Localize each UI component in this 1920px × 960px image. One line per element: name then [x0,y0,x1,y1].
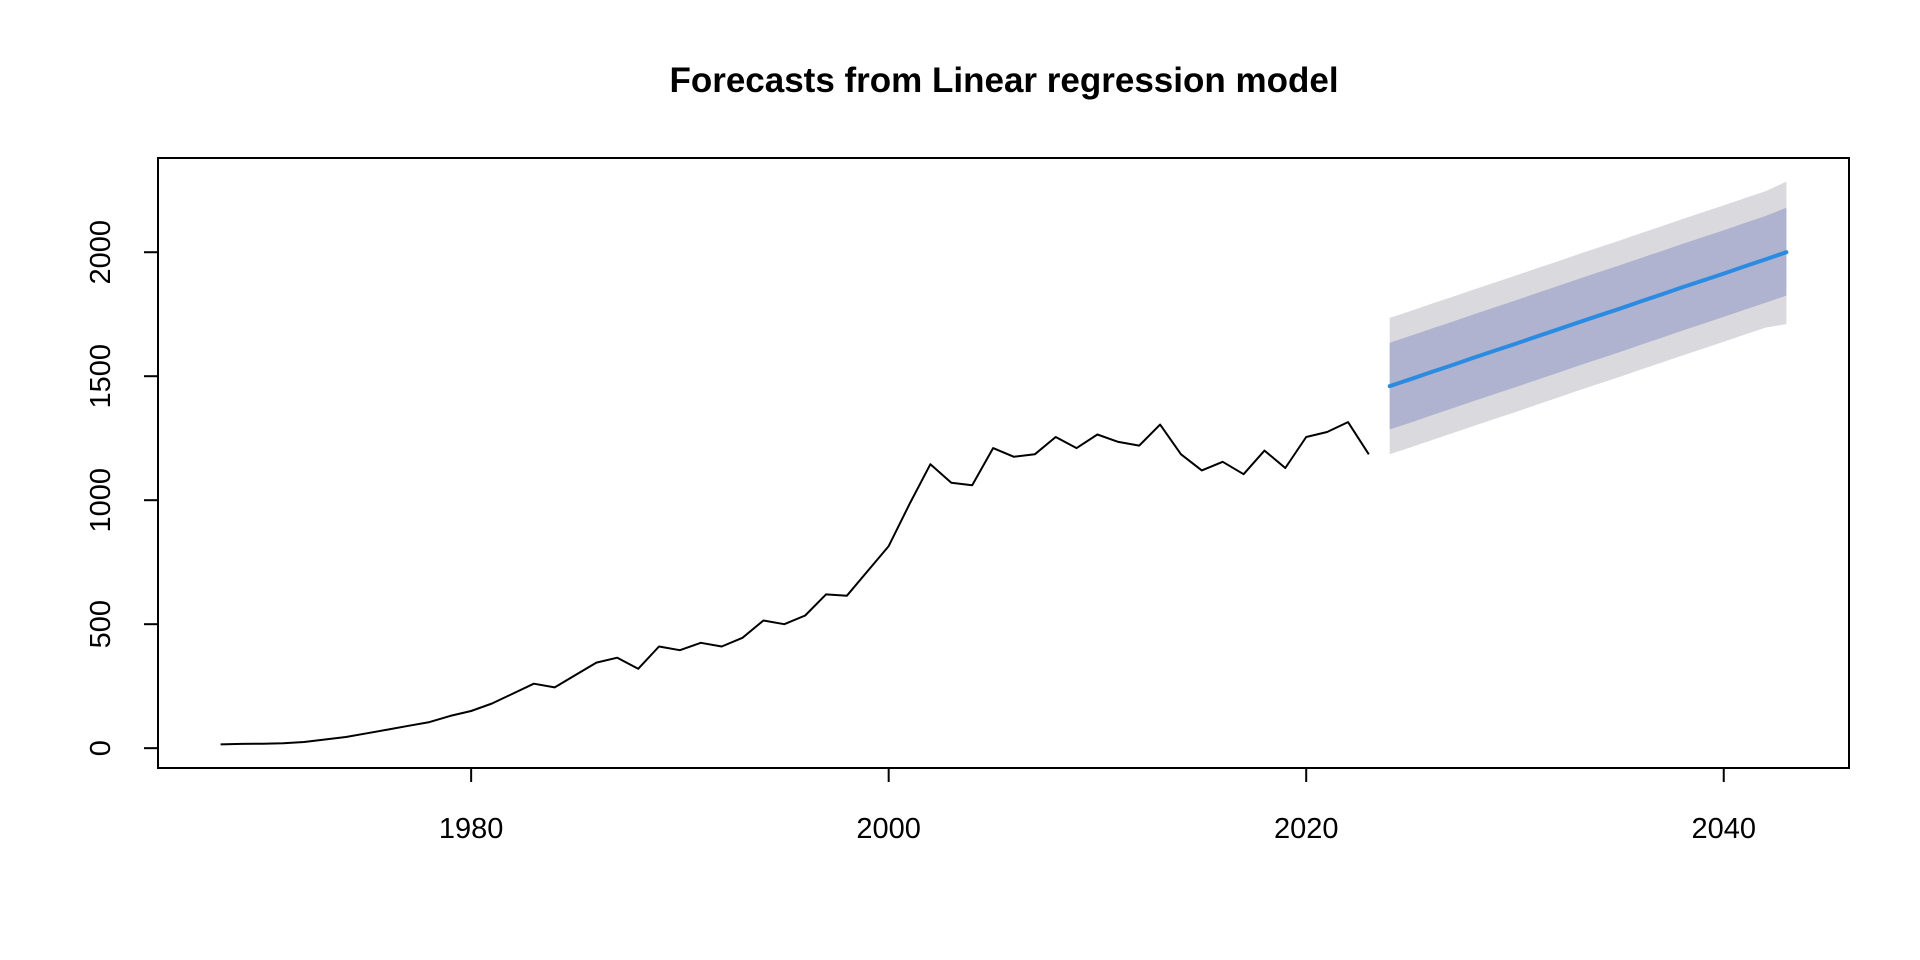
x-tick-label: 1980 [439,813,504,845]
x-tick-label: 2000 [856,813,921,845]
y-tick-label: 0 [85,740,117,756]
history-line [220,421,1370,746]
y-tick-label: 1500 [85,344,117,409]
x-axis: 1980 2000 2020 2040 [439,767,1756,845]
series-lines [220,250,1789,746]
x-tick-label: 2020 [1274,813,1339,845]
y-axis: 0 500 1000 1500 2000 [85,220,159,756]
y-tick-label: 500 [85,600,117,648]
y-tick-label: 1000 [85,468,117,533]
chart-title: Forecasts from Linear regression model [669,61,1338,100]
y-tick-label: 2000 [85,220,117,285]
forecast-mean-line [1387,250,1789,389]
x-tick-label: 2040 [1691,813,1756,845]
